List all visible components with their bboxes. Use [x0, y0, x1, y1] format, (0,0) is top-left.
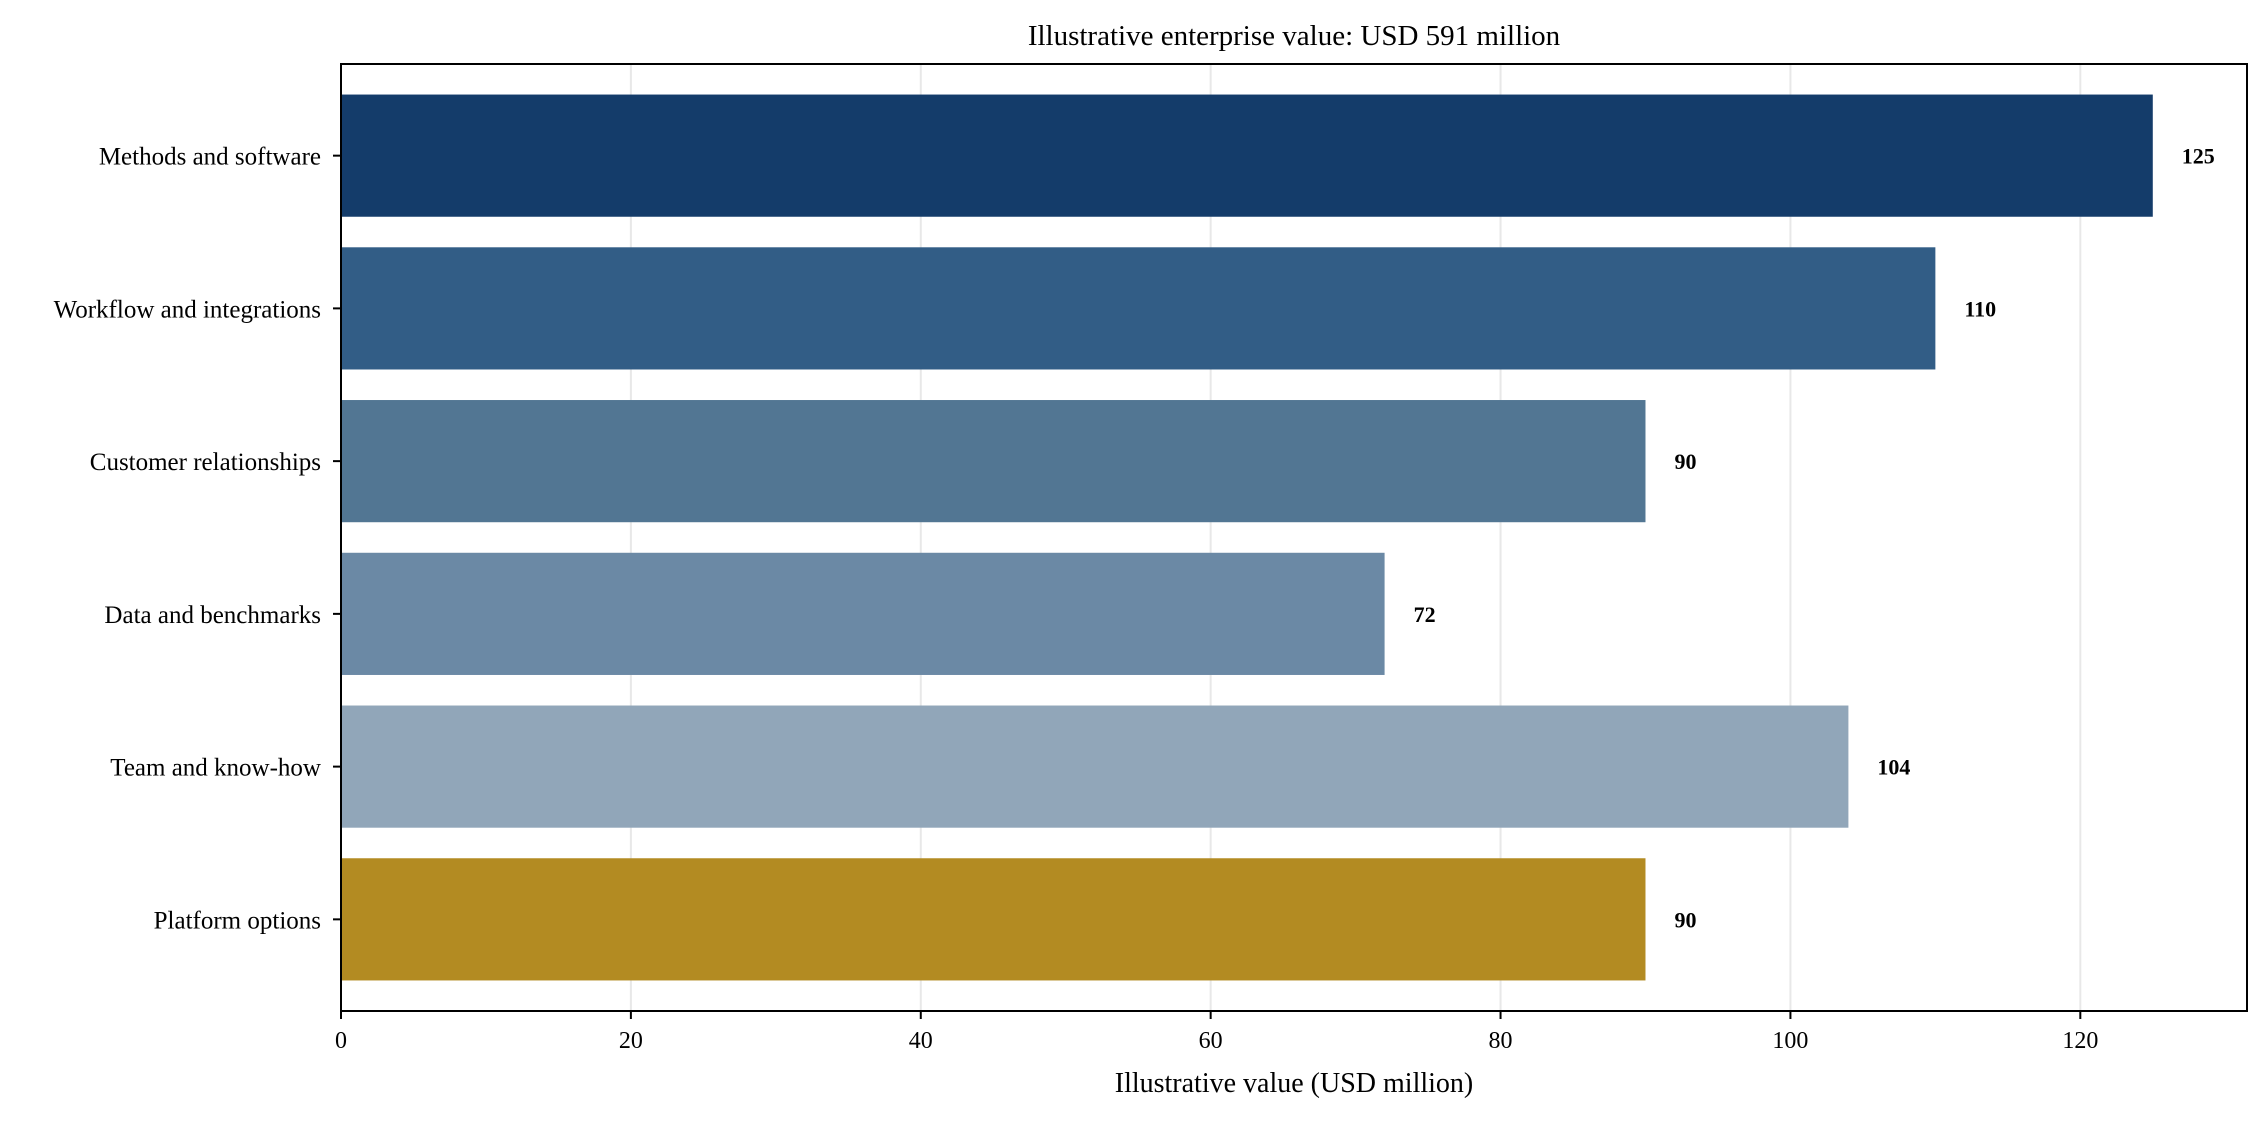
plot-frame-layer [340, 63, 2248, 1012]
value-label-layer: 125 110 90 72 104 90 [1414, 144, 2215, 933]
bar-layer [341, 94, 2153, 981]
plot-frame [340, 63, 2248, 1012]
bar [341, 705, 1849, 828]
value-label: 90 [1674, 907, 1696, 932]
category-label: Platform options [154, 907, 321, 934]
bar [341, 400, 1646, 523]
chart-title: Illustrative enterprise value: USD 591 m… [1028, 20, 1561, 52]
bar [341, 858, 1646, 981]
x-axis-label: Illustrative value (USD million) [1115, 1068, 1474, 1099]
bar [341, 94, 2153, 217]
x-tick-label: 100 [1772, 1028, 1808, 1054]
value-label: 125 [2182, 144, 2215, 169]
category-label: Methods and software [99, 144, 321, 171]
x-tick-label: 0 [335, 1028, 347, 1054]
grid-layer [340, 64, 2082, 1011]
x-tick-label: 60 [1199, 1028, 1223, 1054]
value-label: 110 [1964, 296, 1996, 321]
x-tick-layer: 0 20 40 60 80 100 120 [335, 1011, 2098, 1054]
value-label: 72 [1414, 602, 1436, 627]
category-label: Customer relationships [90, 449, 321, 476]
x-tick-label: 120 [2062, 1028, 2098, 1054]
x-tick-label: 40 [909, 1028, 933, 1054]
value-label: 90 [1674, 449, 1696, 474]
value-label: 104 [1877, 755, 1910, 780]
x-tick-label: 20 [619, 1028, 643, 1054]
y-tick-layer: Methods and software Workflow and integra… [54, 144, 341, 934]
category-label: Workflow and integrations [54, 296, 321, 323]
category-label: Data and benchmarks [104, 602, 321, 629]
category-label: Team and know-how [110, 755, 321, 782]
bar [341, 552, 1385, 675]
x-tick-label: 80 [1489, 1028, 1513, 1054]
bar [341, 247, 1936, 370]
